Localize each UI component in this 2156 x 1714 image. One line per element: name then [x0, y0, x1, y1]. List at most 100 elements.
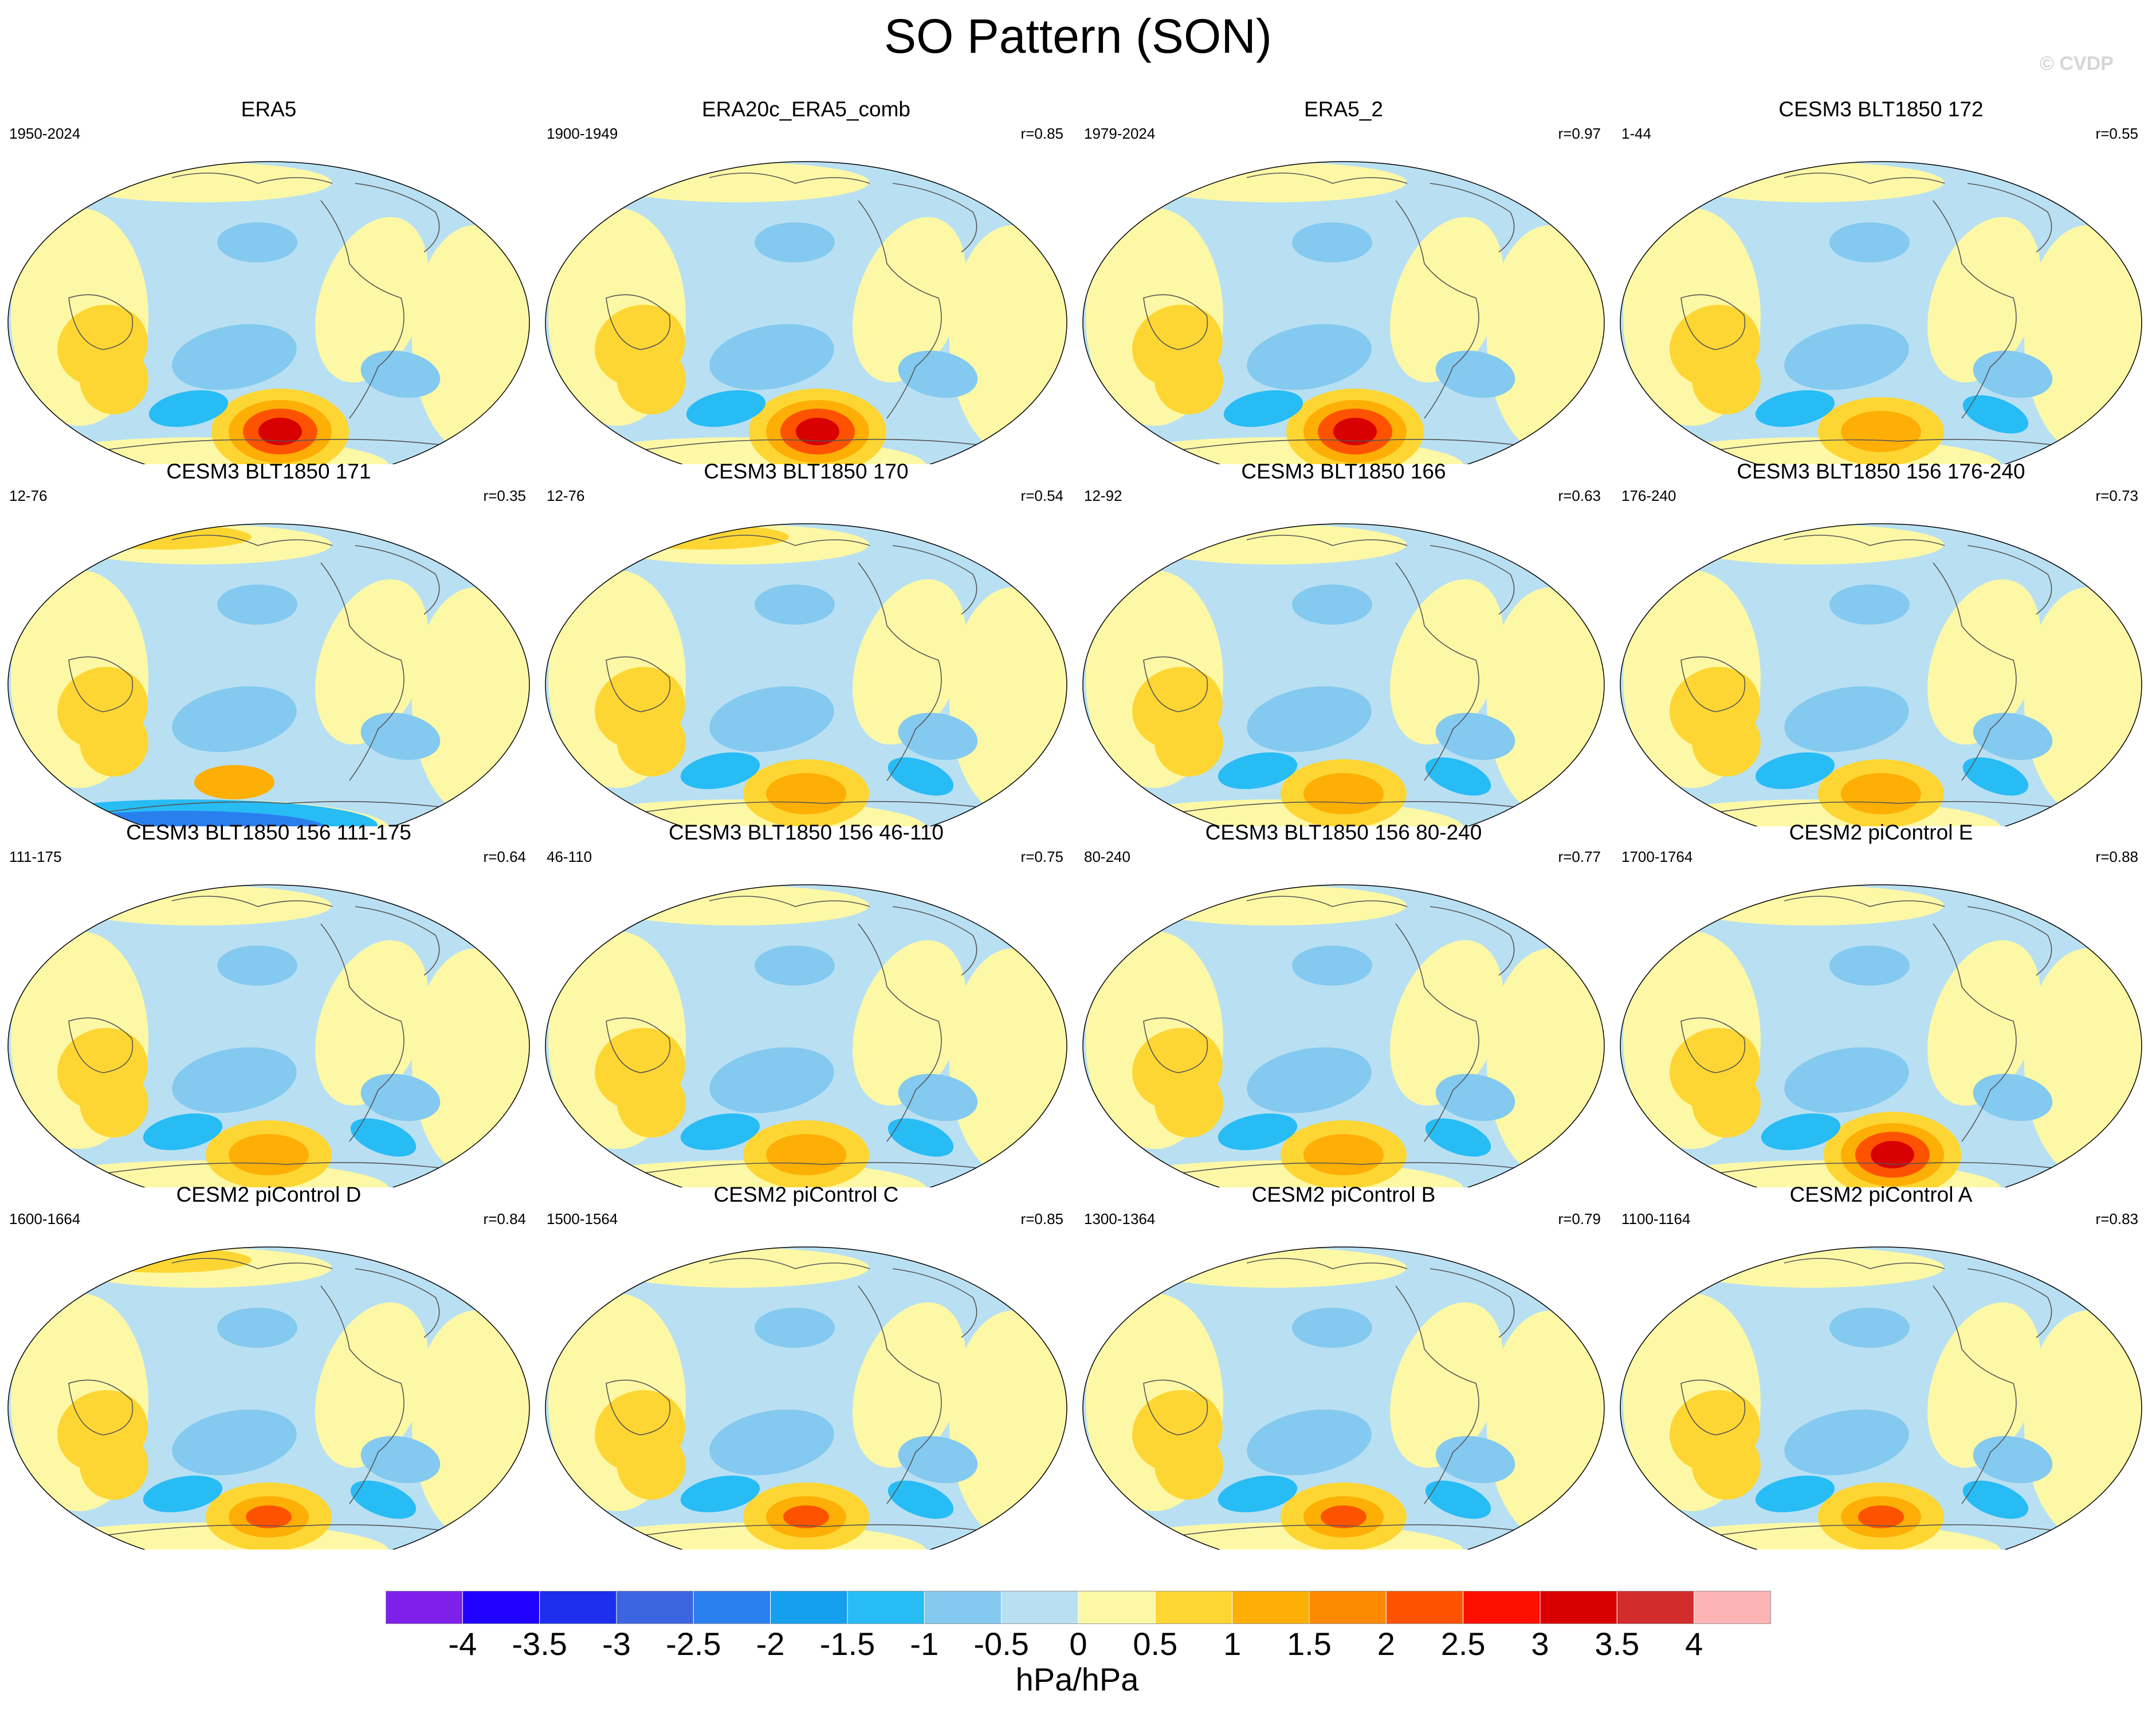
- panel-title: CESM3 BLT1850 170: [704, 460, 909, 483]
- panel-correlation: r=0.85: [1020, 1210, 1063, 1227]
- panel-correlation: r=0.54: [1020, 487, 1063, 504]
- panel-years: 1900-1949: [547, 125, 618, 142]
- colorbar-swatch: [1463, 1591, 1541, 1624]
- panel-years: 80-240: [1084, 848, 1130, 865]
- colorbar-tick: 3.5: [1595, 1626, 1640, 1662]
- colorbar-tick: 1: [1223, 1626, 1242, 1662]
- panel-years: 176-240: [1621, 487, 1676, 504]
- map-plot: [1082, 884, 1605, 1187]
- map-plot: [1620, 884, 2142, 1187]
- panel-correlation: r=0.75: [1020, 848, 1063, 865]
- map-panel: CESM2 piControl E 1700-1764 r=0.88: [1612, 821, 2150, 1187]
- panel-title: CESM2 piControl B: [1251, 1183, 1436, 1206]
- map-plot: [7, 884, 530, 1187]
- colorbar-tick: -3.5: [512, 1626, 567, 1662]
- panel-years: 1300-1364: [1084, 1210, 1156, 1227]
- panel-title: CESM3 BLT1850 172: [1778, 97, 1984, 121]
- colorbar-swatch: [1309, 1591, 1387, 1624]
- map-plot: [1082, 1246, 1605, 1550]
- colorbar-swatch: [847, 1591, 925, 1624]
- map-plot: [7, 161, 530, 464]
- colorbar-swatch: [462, 1591, 540, 1624]
- colorbar-swatch: [1001, 1591, 1079, 1624]
- map-panel: ERA20c_ERA5_comb 1900-1949 r=0.85: [537, 97, 1075, 464]
- colorbar-tick: -1.5: [819, 1626, 875, 1662]
- colorbar-tick: 0: [1069, 1626, 1087, 1662]
- colorbar: [386, 1591, 1771, 1624]
- colorbar-tick: -2.5: [666, 1626, 721, 1662]
- panel-years: 1950-2024: [9, 125, 81, 142]
- colorbar-swatch: [616, 1591, 694, 1624]
- colorbar-tick: -1: [910, 1626, 939, 1662]
- colorbar-tick-labels: -4 -3.5 -3 -2.5 -2 -1.5 -1 -0.5 0 0.5 1 1.5 2 2.5 3 3.5…: [386, 1625, 1771, 1671]
- colorbar-tick: 2.5: [1440, 1626, 1486, 1662]
- panel-title: CESM2 piControl A: [1789, 1183, 1973, 1206]
- colorbar-swatch: [693, 1591, 771, 1624]
- map-plot: [1620, 1246, 2142, 1550]
- colorbar-tick: 4: [1685, 1626, 1703, 1662]
- panel-correlation: r=0.79: [1558, 1210, 1601, 1227]
- page-title: SO Pattern (SON): [884, 9, 1272, 63]
- colorbar-swatch: [1154, 1591, 1233, 1624]
- map-panel: CESM3 BLT1850 171 12-76 r=0.35: [0, 460, 537, 826]
- colorbar-swatch: [386, 1591, 463, 1624]
- panel-title: CESM3 BLT1850 156 176-240: [1737, 460, 2025, 483]
- panel-correlation: r=0.97: [1558, 125, 1601, 142]
- map-plot: [7, 523, 530, 826]
- panel-years: 111-175: [9, 848, 62, 865]
- panel-title: CESM3 BLT1850 156 80-240: [1205, 821, 1482, 844]
- map-plot: [1620, 523, 2142, 826]
- panel-years: 12-92: [1084, 487, 1122, 504]
- colorbar-tick: -4: [448, 1626, 477, 1662]
- credit-watermark: © CVDP: [2040, 53, 2114, 74]
- colorbar-tick: -3: [602, 1626, 631, 1662]
- panel-title: ERA5: [241, 97, 297, 121]
- colorbar-tick: 3: [1531, 1626, 1549, 1662]
- panel-years: 1500-1564: [547, 1210, 618, 1227]
- colorbar-tick: 2: [1377, 1626, 1395, 1662]
- map-plot: [545, 523, 1067, 826]
- map-panel: CESM3 BLT1850 156 111-175 111-175 r=0.64: [0, 821, 537, 1187]
- map-panel: CESM3 BLT1850 166 12-92 r=0.63: [1075, 460, 1612, 826]
- map-panel: CESM2 piControl C 1500-1564 r=0.85: [537, 1183, 1075, 1550]
- panel-years: 12-76: [9, 487, 48, 504]
- colorbar-swatch: [1232, 1591, 1310, 1624]
- panel-title: CESM2 piControl E: [1789, 821, 1973, 844]
- colorbar-swatch: [1616, 1591, 1695, 1624]
- colorbar-swatch: [1694, 1591, 1771, 1624]
- map-panel: ERA5_2 1979-2024 r=0.97: [1075, 97, 1612, 464]
- panel-correlation: r=0.64: [483, 848, 526, 865]
- panel-title: CESM3 BLT1850 171: [166, 460, 371, 483]
- map-plot: [545, 1246, 1067, 1550]
- map-plot: [545, 161, 1067, 464]
- panel-correlation: r=0.55: [2095, 125, 2138, 142]
- colorbar-swatch: [924, 1591, 1002, 1624]
- panel-years: 46-110: [547, 848, 592, 865]
- panel-title: CESM2 piControl D: [176, 1183, 362, 1206]
- panel-years: 1700-1764: [1621, 848, 1693, 865]
- map-panel: CESM2 piControl B 1300-1364 r=0.79: [1075, 1183, 1612, 1550]
- map-plot: [7, 1246, 530, 1550]
- map-panel: CESM3 BLT1850 170 12-76 r=0.54: [537, 460, 1075, 826]
- colorbar-swatch: [1078, 1591, 1156, 1624]
- map-panel: ERA5 1950-2024: [0, 97, 537, 464]
- panel-title: ERA20c_ERA5_comb: [701, 97, 911, 121]
- colorbar-swatch: [1385, 1591, 1464, 1624]
- panel-title: CESM3 BLT1850 156 46-110: [669, 821, 944, 844]
- panel-title: ERA5_2: [1304, 97, 1383, 121]
- map-plot: [545, 884, 1067, 1187]
- map-panel: CESM3 BLT1850 156 80-240 80-240 r=0.77: [1075, 821, 1612, 1187]
- map-plot: [1620, 161, 2142, 464]
- panel-correlation: r=0.35: [483, 487, 526, 504]
- panel-correlation: r=0.88: [2095, 848, 2138, 865]
- colorbar-unit-label: hPa/hPa: [1015, 1661, 1139, 1697]
- panel-years: 1979-2024: [1084, 125, 1156, 142]
- colorbar-tick: 1.5: [1287, 1626, 1332, 1662]
- map-panel: CESM3 BLT1850 156 46-110 46-110 r=0.75: [537, 821, 1075, 1187]
- panel-title: CESM2 piControl C: [713, 1183, 899, 1206]
- panel-years: 1100-1164: [1621, 1210, 1691, 1227]
- panel-correlation: r=0.77: [1558, 848, 1601, 865]
- colorbar-swatch: [770, 1591, 848, 1624]
- map-plot: [1082, 523, 1605, 826]
